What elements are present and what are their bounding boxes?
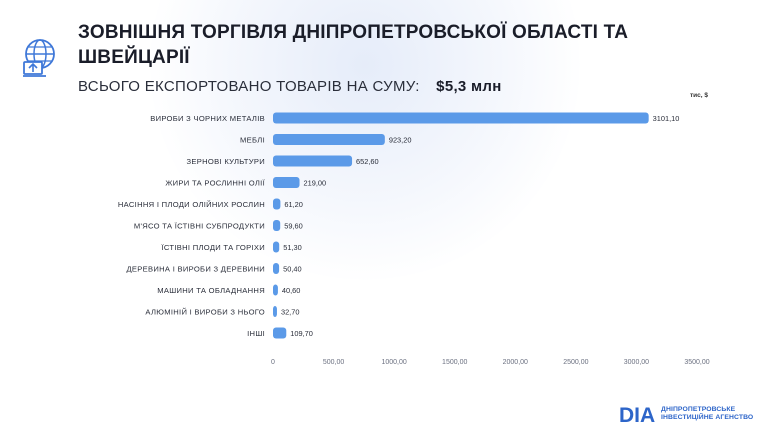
data-label: 32,70 bbox=[281, 308, 300, 317]
category-label: М'ЯСО ТА ЇСТІВНІ СУБПРОДУКТИ bbox=[134, 222, 265, 231]
brand-name: ДНІПРОПЕТРОВСЬКЕ ІНВЕСТИЦІЙНЕ АГЕНСТВО bbox=[661, 406, 753, 422]
page-title: ЗОВНІШНЯ ТОРГІВЛЯ ДНІПРОПЕТРОВСЬКОЇ ОБЛА… bbox=[78, 22, 629, 68]
data-label: 61,20 bbox=[284, 200, 303, 209]
category-label: ЗЕРНОВІ КУЛЬТУРИ bbox=[187, 157, 265, 166]
bar bbox=[273, 177, 300, 188]
x-tick-label: 1000,00 bbox=[381, 359, 406, 366]
brand-logo: DIA ДНІПРОПЕТРОВСЬКЕ ІНВЕСТИЦІЙНЕ АГЕНСТ… bbox=[619, 403, 759, 425]
data-label: 50,40 bbox=[283, 265, 302, 274]
x-tick-label: 3500,00 bbox=[684, 359, 709, 366]
category-label: ВИРОБИ З ЧОРНИХ МЕТАЛІВ bbox=[150, 114, 265, 123]
data-label: 109,70 bbox=[290, 329, 313, 338]
category-label: НАСІННЯ І ПЛОДИ ОЛІЙНИХ РОСЛИН bbox=[118, 200, 265, 209]
globe-export-icon bbox=[23, 39, 55, 77]
category-label: АЛЮМІНІЙ І ВИРОБИ З НЬОГО bbox=[145, 308, 265, 317]
category-label: ЇСТІВНІ ПЛОДИ ТА ГОРІХИ bbox=[161, 243, 265, 252]
x-tick-label: 2000,00 bbox=[503, 359, 528, 366]
bar bbox=[273, 155, 353, 167]
bar bbox=[273, 198, 281, 210]
category-label: ЖИРИ ТА РОСЛИННІ ОЛІЇ bbox=[165, 179, 265, 188]
x-tick-label: 2500,00 bbox=[563, 359, 588, 366]
x-tick-label: 0 bbox=[271, 359, 275, 366]
data-label: 40,60 bbox=[282, 286, 301, 295]
export-total-line: ВСЬОГО ЕКСПОРТОВАНО ТОВАРІВ НА СУМУ: $5,… bbox=[78, 78, 502, 95]
dia-logo-letters: DIA bbox=[619, 404, 655, 425]
x-tick-label: 500,00 bbox=[323, 359, 345, 366]
bar bbox=[273, 284, 278, 296]
data-label: 51,30 bbox=[283, 243, 302, 252]
bar bbox=[273, 327, 287, 339]
data-label: 652,60 bbox=[356, 157, 379, 166]
x-tick-label: 1500,00 bbox=[442, 359, 467, 366]
data-label: 219,00 bbox=[304, 179, 327, 188]
category-label: МЕБЛІ bbox=[240, 136, 265, 145]
category-label: ДЕРЕВИНА І ВИРОБИ З ДЕРЕВИНИ bbox=[126, 265, 265, 274]
category-label: МАШИНИ ТА ОБЛАДНАННЯ bbox=[157, 286, 265, 295]
bar bbox=[273, 134, 385, 145]
bar bbox=[273, 241, 280, 253]
bar bbox=[273, 112, 649, 124]
bar bbox=[273, 306, 277, 317]
bar bbox=[273, 220, 281, 231]
data-label: 59,60 bbox=[284, 222, 303, 231]
brand-name-line2: ІНВЕСТИЦІЙНЕ АГЕНСТВО bbox=[661, 414, 754, 421]
data-label: 923,20 bbox=[389, 136, 412, 145]
x-tick-label: 3000,00 bbox=[624, 359, 649, 366]
category-label: ІНШІ bbox=[247, 329, 265, 338]
bar bbox=[273, 263, 280, 274]
dia-logo-mark: DIA bbox=[619, 404, 655, 425]
data-label: 3101,10 bbox=[653, 114, 680, 123]
unit-label: тис, $ bbox=[690, 92, 709, 99]
export-total-label: ВСЬОГО ЕКСПОРТОВАНО ТОВАРІВ НА СУМУ: bbox=[78, 78, 420, 95]
export-total-value: $5,3 млн bbox=[436, 78, 502, 95]
brand-name-line1: ДНІПРОПЕТРОВСЬКЕ bbox=[661, 406, 736, 413]
